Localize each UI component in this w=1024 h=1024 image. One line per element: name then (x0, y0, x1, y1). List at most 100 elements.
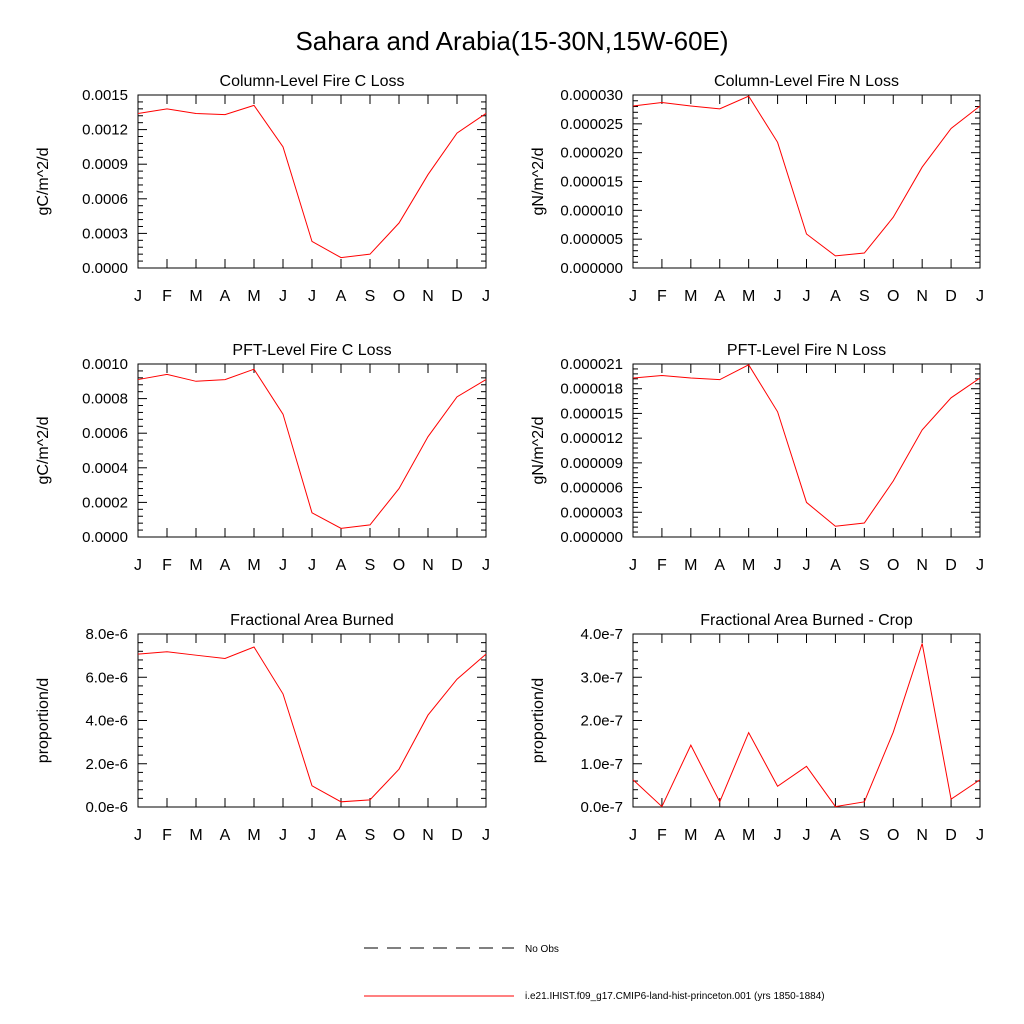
x-tick-label: O (887, 288, 899, 305)
y-tick-label: 0.0003 (82, 225, 128, 242)
x-tick-label: M (189, 557, 202, 574)
y-tick-label: 0.0002 (82, 494, 128, 511)
x-tick-label: F (657, 288, 667, 305)
series-line (632, 364, 981, 527)
y-tick-label: 0.000010 (560, 202, 623, 219)
x-tick-label: D (451, 288, 463, 305)
y-tick-label: 0.000018 (560, 381, 623, 398)
x-tick-label: M (684, 557, 697, 574)
panel-title: Fractional Area Burned - Crop (700, 612, 913, 629)
x-tick-label: J (482, 827, 490, 844)
y-tick-label: 0.000012 (560, 430, 623, 447)
legend-model-label: i.e21.IHIST.f09_g17.CMIP6-land-hist-prin… (525, 991, 825, 1002)
y-tick-label: 0.000015 (560, 174, 623, 191)
y-tick-label: 2.0e-6 (85, 756, 128, 773)
panel-title: PFT-Level Fire C Loss (232, 342, 391, 359)
y-tick-label: 0.000030 (560, 87, 623, 104)
x-tick-label: A (830, 827, 841, 844)
series-line (137, 368, 487, 529)
y-tick-label: 0.000020 (560, 145, 623, 162)
y-axis-label: gN/m^2/d (530, 417, 547, 485)
x-tick-label: A (220, 827, 231, 844)
plot-frame (632, 633, 981, 808)
x-tick-label: N (916, 557, 928, 574)
x-tick-label: M (247, 827, 260, 844)
y-tick-label: 6.0e-6 (85, 669, 128, 686)
x-tick-label: J (482, 288, 490, 305)
x-tick-label: J (308, 827, 316, 844)
plot-frame (632, 363, 981, 538)
series-line (632, 95, 981, 257)
x-tick-label: N (422, 557, 434, 574)
x-tick-label: N (916, 827, 928, 844)
x-tick-label: F (162, 827, 172, 844)
x-tick-label: J (803, 557, 811, 574)
x-tick-label: A (220, 557, 231, 574)
x-tick-label: S (859, 288, 870, 305)
y-tick-label: 0.0e-7 (580, 799, 623, 816)
x-tick-label: J (279, 827, 287, 844)
panel-title: Fractional Area Burned (230, 612, 394, 629)
y-tick-label: 0.000021 (560, 356, 623, 373)
x-tick-label: A (714, 827, 725, 844)
y-tick-label: 1.0e-7 (580, 756, 623, 773)
x-tick-label: N (916, 288, 928, 305)
x-tick-label: A (336, 557, 347, 574)
y-tick-label: 0.000000 (560, 529, 623, 546)
y-tick-label: 0.0006 (82, 191, 128, 208)
x-tick-label: F (657, 557, 667, 574)
series-line (137, 104, 487, 259)
x-tick-label: A (830, 557, 841, 574)
y-tick-label: 0.000006 (560, 480, 623, 497)
series-line (137, 646, 487, 803)
plot-frame (137, 633, 487, 808)
y-tick-label: 0.0004 (82, 460, 128, 477)
x-tick-label: M (742, 827, 755, 844)
x-tick-label: S (365, 557, 376, 574)
x-tick-label: D (945, 827, 957, 844)
y-tick-label: 0.0009 (82, 156, 128, 173)
x-tick-label: J (134, 288, 142, 305)
x-tick-label: D (945, 288, 957, 305)
x-tick-label: J (803, 288, 811, 305)
x-tick-label: S (365, 288, 376, 305)
x-tick-label: J (134, 827, 142, 844)
x-tick-label: M (189, 827, 202, 844)
x-tick-label: J (279, 557, 287, 574)
y-axis-label: gC/m^2/d (35, 148, 52, 216)
y-tick-label: 8.0e-6 (85, 626, 128, 643)
x-tick-label: M (742, 557, 755, 574)
x-tick-label: J (482, 557, 490, 574)
x-tick-label: N (422, 827, 434, 844)
x-tick-label: D (451, 557, 463, 574)
x-tick-label: M (684, 288, 697, 305)
x-tick-label: A (830, 288, 841, 305)
panel-title: Column-Level Fire N Loss (714, 73, 899, 90)
x-tick-label: O (393, 557, 405, 574)
panel-title: Column-Level Fire C Loss (220, 73, 405, 90)
x-tick-label: J (308, 288, 316, 305)
panel-column-fire-n-loss: Column-Level Fire N Loss gN/m^2/d 0.000000… (530, 73, 984, 305)
x-tick-label: J (774, 827, 782, 844)
x-tick-label: N (422, 288, 434, 305)
panel-pft-fire-c-loss: PFT-Level Fire C Loss gC/m^2/d 0.0000 0.000… (35, 342, 490, 574)
x-tick-label: J (803, 827, 811, 844)
panel-fractional-area-burned-crop: Fractional Area Burned - Crop proportion/… (530, 612, 984, 844)
x-tick-label: J (976, 288, 984, 305)
x-tick-label: J (976, 827, 984, 844)
x-tick-label: J (629, 288, 637, 305)
x-tick-label: F (162, 288, 172, 305)
x-tick-label: D (451, 827, 463, 844)
y-tick-label: 0.0e-6 (85, 799, 128, 816)
y-tick-label: 0.0006 (82, 425, 128, 442)
y-axis-label: proportion/d (530, 678, 547, 763)
series-line (632, 643, 981, 808)
x-tick-label: O (393, 827, 405, 844)
x-tick-label: M (247, 557, 260, 574)
x-tick-label: S (365, 827, 376, 844)
y-axis-label: gN/m^2/d (530, 148, 547, 216)
x-tick-label: A (336, 827, 347, 844)
x-tick-label: J (134, 557, 142, 574)
x-tick-label: M (247, 288, 260, 305)
